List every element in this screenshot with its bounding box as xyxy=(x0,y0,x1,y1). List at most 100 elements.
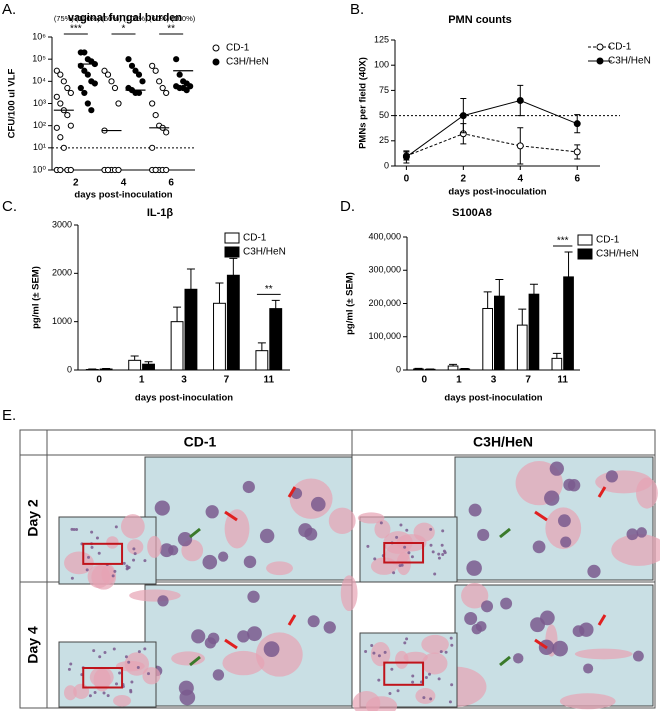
data-point xyxy=(139,78,146,85)
cell xyxy=(357,512,385,524)
cell xyxy=(532,540,546,554)
cell xyxy=(403,641,407,645)
cell xyxy=(437,552,441,556)
legend-label: C3H/HeN xyxy=(608,56,651,67)
cell xyxy=(379,521,383,525)
highlight-box xyxy=(383,542,425,564)
data-point xyxy=(84,100,91,107)
cell xyxy=(559,693,616,710)
chart-title: vaginal fungal burden xyxy=(68,12,183,24)
legend-swatch xyxy=(577,234,593,246)
cell xyxy=(433,572,437,576)
cell xyxy=(407,551,411,555)
column-header: CD-1 xyxy=(184,434,217,450)
y-tick-label: 10⁰ xyxy=(32,164,46,174)
error-bar xyxy=(130,355,139,361)
panel-label: B. xyxy=(350,1,364,18)
cell xyxy=(72,528,76,532)
error-bar xyxy=(483,291,492,309)
cell xyxy=(395,535,399,539)
data-point xyxy=(128,62,136,69)
x-tick-label: 7 xyxy=(525,375,531,386)
x-tick-label: 4 xyxy=(121,178,127,189)
bar xyxy=(528,293,540,371)
cell xyxy=(102,691,106,695)
data-point xyxy=(573,148,581,156)
cell xyxy=(439,650,443,654)
data-point xyxy=(149,100,156,107)
data-point xyxy=(53,124,60,131)
cell xyxy=(373,557,377,561)
cell xyxy=(437,556,441,560)
y-tick-label: 0 xyxy=(67,364,72,374)
cell xyxy=(396,552,411,576)
y-tick-label: 10² xyxy=(33,120,46,130)
cell xyxy=(70,527,74,531)
cell xyxy=(90,545,94,549)
cell xyxy=(98,655,102,659)
cell xyxy=(429,697,433,701)
cell xyxy=(191,629,206,644)
cell xyxy=(127,539,144,555)
cell xyxy=(222,650,265,676)
cell xyxy=(87,555,91,559)
cell xyxy=(112,647,116,651)
percent-label: (100%) xyxy=(171,14,196,23)
y-tick-label: 400,000 xyxy=(368,231,401,241)
x-tick-label: 4 xyxy=(517,174,523,185)
cell xyxy=(88,694,92,698)
percent-label: (60%) xyxy=(149,14,170,23)
cell xyxy=(115,660,145,672)
data-point xyxy=(53,93,60,100)
arrow xyxy=(597,486,607,498)
error-bar xyxy=(271,299,280,309)
error-bar xyxy=(173,306,182,322)
y-tick-label: 1000 xyxy=(52,316,72,326)
cell xyxy=(415,688,436,704)
significance-label: ** xyxy=(265,284,273,295)
cell xyxy=(124,655,128,659)
panel-label: D. xyxy=(340,198,355,215)
cell xyxy=(340,575,358,612)
x-tick-label: 1 xyxy=(139,375,145,386)
bar xyxy=(170,321,184,371)
cell xyxy=(466,560,482,576)
data-point xyxy=(149,144,156,151)
cell xyxy=(557,514,571,528)
data-point xyxy=(516,142,524,150)
data-point xyxy=(104,166,112,174)
cell xyxy=(127,660,131,664)
cell xyxy=(146,672,150,676)
chart-title: S100A8 xyxy=(452,207,492,219)
error-bar xyxy=(495,279,504,297)
cell xyxy=(89,666,114,688)
data-point xyxy=(53,67,60,74)
cell xyxy=(120,514,145,539)
data-point xyxy=(64,111,71,119)
cell xyxy=(255,632,303,677)
arrow xyxy=(287,486,297,498)
cell xyxy=(626,528,639,541)
cell xyxy=(441,529,445,533)
percent-label: (75%) xyxy=(54,14,75,23)
legend-label: CD-1 xyxy=(608,42,632,53)
cell xyxy=(395,650,409,669)
cell xyxy=(443,551,447,555)
cell xyxy=(365,696,398,711)
cell xyxy=(400,563,404,567)
cell xyxy=(207,632,220,645)
cell xyxy=(113,694,132,707)
x-tick-label: 0 xyxy=(96,375,102,386)
x-axis-label: days post-inoculation xyxy=(444,393,542,404)
y-axis-label: pg/ml (± SEM) xyxy=(345,272,356,335)
data-point xyxy=(125,56,132,63)
arrow xyxy=(534,510,548,522)
cell xyxy=(403,545,407,549)
data-point xyxy=(163,89,170,97)
cell xyxy=(587,564,601,578)
y-axis-label: CFU/100 ul VLF xyxy=(7,68,18,138)
cell xyxy=(403,651,428,663)
cell xyxy=(513,653,524,664)
cell xyxy=(544,490,560,506)
y-tick-label: 0 xyxy=(396,364,401,374)
